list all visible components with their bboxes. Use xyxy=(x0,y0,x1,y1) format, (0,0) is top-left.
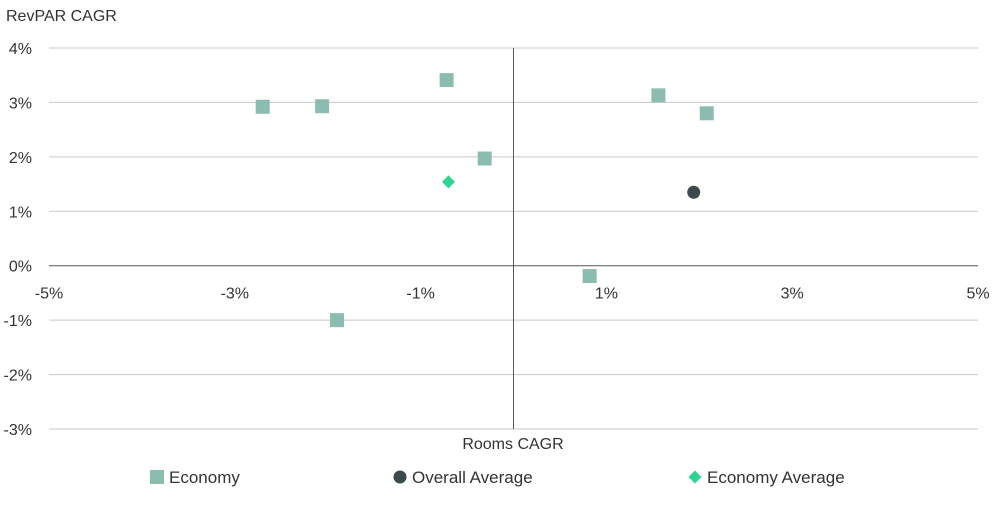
legend-marker-circle xyxy=(393,470,407,484)
legend-marker-square xyxy=(150,470,164,484)
legend-label: Overall Average xyxy=(412,468,533,487)
x-tick-label: -3% xyxy=(221,286,249,303)
y-tick-label: -2% xyxy=(4,368,32,385)
x-axis-title: Rooms CAGR xyxy=(462,436,563,453)
data-point-diamond xyxy=(441,175,455,189)
y-tick-label: -1% xyxy=(4,313,32,330)
legend-label: Economy xyxy=(169,468,240,487)
y-tick-label: -3% xyxy=(4,422,32,439)
y-axis-title: RevPAR CAGR xyxy=(6,8,117,25)
y-tick-label: 0% xyxy=(9,259,32,276)
data-point-square xyxy=(315,99,330,114)
legend-marker-diamond xyxy=(688,470,702,484)
data-points xyxy=(255,73,714,328)
data-point-square xyxy=(477,151,492,166)
legend: Economy Overall Average Economy Average xyxy=(150,468,845,487)
data-point-square xyxy=(699,106,714,121)
y-tick-label: 2% xyxy=(9,150,32,167)
x-tick-label: -5% xyxy=(35,286,63,303)
x-tick-label: -1% xyxy=(406,286,434,303)
axes xyxy=(49,48,978,429)
x-tick-labels: -5% -3% -1% 1% 3% 5% xyxy=(35,286,990,303)
y-tick-label: 4% xyxy=(9,41,32,58)
data-point-square xyxy=(329,313,344,328)
x-tick-label: 5% xyxy=(966,286,989,303)
x-tick-label: 1% xyxy=(595,286,618,303)
y-tick-label: 3% xyxy=(9,95,32,112)
x-tick-label: 3% xyxy=(781,286,804,303)
data-point-circle xyxy=(687,185,701,199)
data-point-square xyxy=(582,269,597,284)
data-point-square xyxy=(439,73,454,88)
legend-label: Economy Average xyxy=(707,468,845,487)
y-tick-label: 1% xyxy=(9,204,32,221)
data-point-square xyxy=(651,88,666,103)
data-point-square xyxy=(255,99,270,114)
y-tick-labels: 4% 3% 2% 1% 0% -1% -2% -3% xyxy=(4,41,32,439)
